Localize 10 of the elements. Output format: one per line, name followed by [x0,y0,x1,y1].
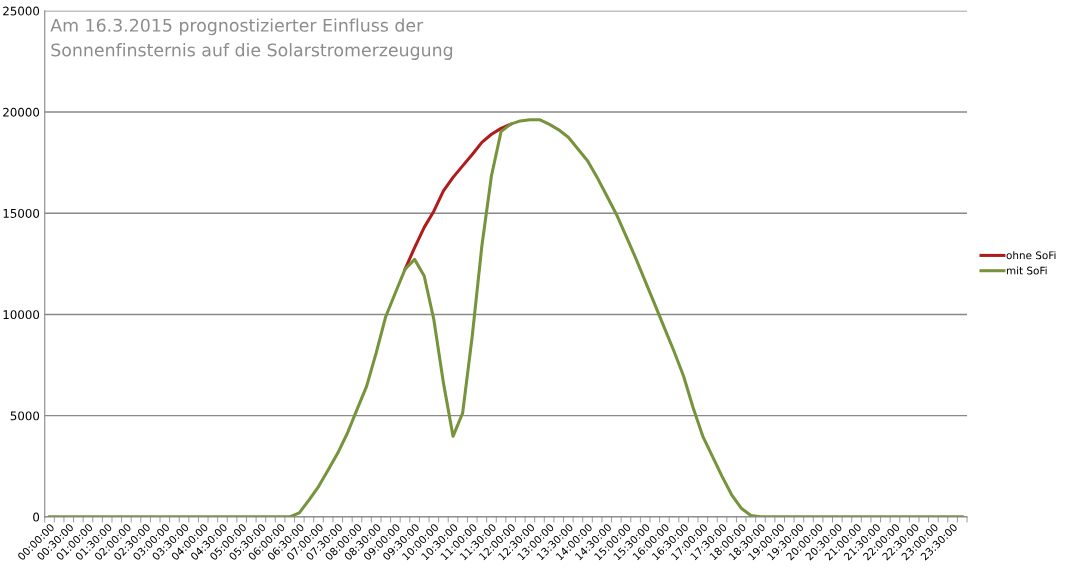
text: Am 16.3.2015 prognostizierter Einfluss der Sonnenfinsternis auf die Solarstromerzeugung [50,18,453,60]
y-tick-label: 20000 [3,107,40,117]
y-tick-label: 25000 [3,6,40,16]
legend-label: mit SoFi [1006,266,1047,275]
y-tick-label: 15000 [3,208,40,218]
y-tick-label: 5000 [10,411,40,421]
y-tick-label: 10000 [3,310,40,320]
line-series [48,118,964,517]
legend-label: ohne SoFi [1006,251,1056,260]
y-tick-label: 0 [33,512,40,522]
